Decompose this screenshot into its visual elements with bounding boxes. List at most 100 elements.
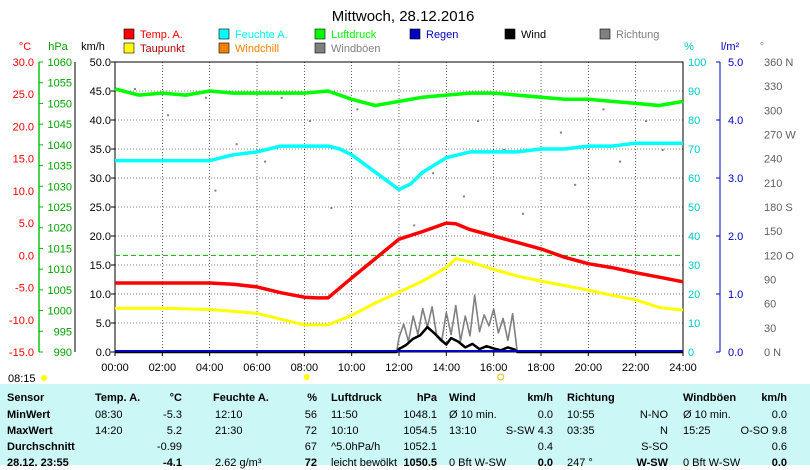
pointer-layer: 08:15: [8, 373, 505, 384]
stats-cell-gust-val: O-SO 9.8: [740, 425, 787, 437]
wind-tick-label: 50.0: [90, 57, 111, 69]
humidity-tick-label: 100: [688, 57, 706, 69]
direction-axis-unit: °: [760, 41, 764, 53]
x-tick-label: 22:00: [622, 362, 650, 374]
direction-point: [264, 160, 267, 163]
sunset-marker: [497, 373, 505, 381]
x-tick-label: 02:00: [149, 362, 177, 374]
stats-cell-hum-time: 21:30: [215, 425, 243, 437]
x-tick-label: 04:00: [196, 362, 224, 374]
rain-tick-label: 0.0: [728, 347, 743, 359]
legend-swatch: [218, 42, 230, 54]
temp-tick-label: 25.0: [13, 89, 34, 101]
wind-tick-label: 5.0: [96, 318, 111, 330]
legend-swatch: [314, 42, 326, 54]
humidity-tick-label: 40: [688, 231, 700, 243]
humidity-tick-label: 90: [688, 86, 700, 98]
direction-point: [413, 224, 416, 227]
wind-tick-label: 35.0: [90, 144, 111, 156]
x-tick-label: 10:00: [338, 362, 366, 374]
pressure-tick-label: 1025: [48, 202, 72, 214]
stats-cell-wind-val: S-SW 4.3: [505, 425, 553, 437]
stats-header-sensor: Sensor: [7, 392, 45, 404]
direction-point: [619, 160, 622, 163]
humidity-tick-label: 30: [688, 260, 700, 272]
rain-axis-unit: l/m²: [721, 41, 740, 53]
legend-swatch: [218, 28, 230, 40]
stats-cell-dir-time: 03:35: [567, 425, 595, 437]
direction-tick-label: 180 S: [764, 202, 793, 214]
x-tick-label: 16:00: [480, 362, 508, 374]
pressure-tick-label: 1005: [48, 285, 72, 297]
direction-tick-label: 210: [764, 178, 782, 190]
pressure-tick-label: 990: [54, 347, 72, 359]
wind-tick-label: 30.0: [90, 173, 111, 185]
stats-cell-wind-val: 0.4: [537, 441, 553, 453]
axes: °C hPa km/h% l/m² ° 30.0 25.0 20.0 15.0 10.0 5.0 0.…: [9, 41, 796, 374]
stats-cell-hum-val: 67: [304, 441, 317, 453]
direction-tick-label: 0 N: [764, 347, 781, 359]
pressure-tick-label: 1030: [48, 181, 72, 193]
stats-header-temp-unit: °C: [169, 392, 182, 404]
chart-title: Mittwoch, 28.12.2016: [332, 8, 475, 25]
humidity-tick-label: 10: [688, 318, 700, 330]
direction-tick-label: 60: [764, 299, 776, 311]
stats-cell-label: MaxWert: [7, 425, 53, 437]
direction-point: [214, 189, 217, 192]
pressure-tick-label: 1040: [48, 140, 72, 152]
stats-cell-label: Durchschnitt: [7, 441, 75, 453]
stats-cell-gust-val: 0.6: [771, 441, 787, 453]
legend-swatch: [504, 28, 516, 40]
stats-cell-gust-time: 15:25: [683, 425, 711, 437]
humidity-tick-label: 0: [688, 347, 694, 359]
direction-tick-label: 120 O: [764, 250, 794, 262]
humidity-tick-label: 70: [688, 144, 700, 156]
stats-header-direction: Richtung: [567, 392, 615, 404]
direction-point: [167, 114, 170, 117]
legend-label: Richtung: [616, 29, 659, 41]
stats-header-gust-unit: km/h: [761, 392, 787, 404]
wind-tick-label: 45.0: [90, 86, 111, 98]
direction-point: [574, 183, 577, 186]
temp-tick-label: -5.0: [15, 283, 34, 295]
legend-label: Windchill: [235, 43, 279, 55]
stats-cell-hum-time: 2.62 g/m³: [215, 457, 262, 469]
direction-point: [204, 96, 207, 99]
legend-label: Feuchte A.: [235, 29, 288, 41]
legend: Temp. A. Taupunkt Feuchte A. Windchill Luftd…: [123, 28, 659, 55]
stats-cell-wind-time: 13:10: [449, 425, 477, 437]
direction-tick-label: 360 N: [764, 57, 793, 69]
legend-label: Wind: [521, 29, 546, 41]
pressure-tick-label: 1000: [48, 306, 72, 318]
stats-cell-temp-val: -5.3: [163, 409, 182, 421]
temp-tick-label: 15.0: [13, 154, 34, 166]
wind-tick-label: 0.0: [96, 347, 111, 359]
humidity-tick-label: 20: [688, 289, 700, 301]
series-layer: [114, 87, 684, 354]
humidity-tick-label: 50: [688, 202, 700, 214]
stats-cell-gust-val: 0.0: [771, 409, 787, 421]
legend-label: Luftdruck: [331, 29, 377, 41]
direction-tick-label: 300: [764, 105, 782, 117]
temp-tick-label: -10.0: [9, 315, 34, 327]
wind-tick-label: 20.0: [90, 231, 111, 243]
stats-cell-hum-val: 56: [304, 409, 317, 421]
rain-tick-label: 3.0: [728, 173, 743, 185]
temp-tick-label: 20.0: [13, 121, 34, 133]
humidity-axis-unit: %: [684, 41, 694, 53]
pressure-tick-label: 1060: [48, 57, 72, 69]
x-tick-label: 14:00: [433, 362, 461, 374]
stats-cell-dir-time: 10:55: [567, 409, 595, 421]
stats-header-pressure-unit: hPa: [416, 392, 437, 404]
temperature-series: [115, 221, 684, 300]
stats-cell-press-val: 1054.5: [403, 425, 437, 437]
wind-series: [115, 325, 683, 354]
pressure-tick-label: 1055: [48, 78, 72, 90]
pressure-series: [114, 87, 684, 108]
stats-cell-dir-val: W-SW: [636, 457, 668, 469]
sunrise-marker: [303, 374, 310, 380]
statistics-table: Sensor Temp. A. °C Feuchte A. % Luftdruc…: [0, 384, 810, 469]
wind-tick-label: 10.0: [90, 289, 111, 301]
humidity-tick-label: 60: [688, 173, 700, 185]
wind-tick-label: 25.0: [90, 202, 111, 214]
